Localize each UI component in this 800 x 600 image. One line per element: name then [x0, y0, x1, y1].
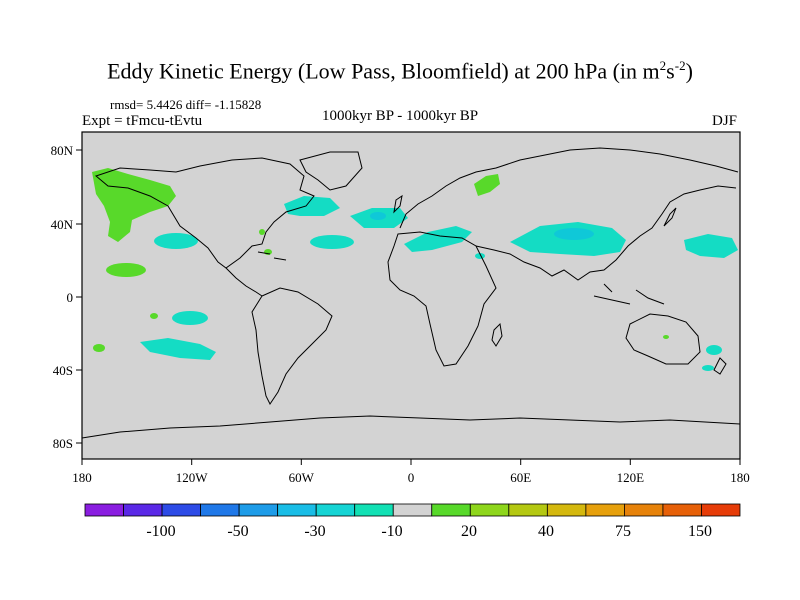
- antarctica-coast: [81, 415, 741, 439]
- title-sup2: -2: [674, 58, 686, 73]
- north-america-coast: [94, 157, 315, 269]
- colorbar-swatch: [431, 503, 471, 517]
- colorbar-swatch: [354, 503, 394, 517]
- colorbar-swatch: [392, 503, 433, 517]
- x-tick-label: 120E: [617, 470, 645, 485]
- x-tick-label: 0: [408, 470, 415, 485]
- pacific-cyan-1: [154, 233, 198, 249]
- north-pacific-green: [106, 263, 146, 277]
- scandinavia-green: [474, 174, 500, 196]
- north-atlantic-cyan-1: [284, 196, 340, 216]
- colorbar-swatch: [315, 503, 356, 517]
- colorbar-label: -100: [146, 523, 175, 540]
- mediterranean-cyan: [404, 226, 472, 252]
- south-pacific-green-2: [150, 313, 158, 319]
- x-tick-label: 120W: [176, 470, 209, 485]
- north-atlantic-cyan-2: [310, 235, 354, 249]
- madagascar-coast: [491, 322, 503, 347]
- x-tick-label: 180: [730, 470, 750, 485]
- rmsd-stats: rmsd= 5.4426 diff= -1.15828: [110, 97, 262, 112]
- british-isles-coast: [393, 194, 403, 214]
- title-sup1: 2: [659, 58, 667, 73]
- tasman-cyan: [702, 365, 714, 371]
- y-tick-label: 80S: [53, 436, 73, 451]
- colorbar-swatch: [546, 503, 587, 517]
- y-tick-label: 80N: [51, 143, 74, 158]
- colorbar-swatch: [161, 503, 201, 517]
- colorbar: [84, 503, 741, 517]
- north-pacific-cyan: [684, 234, 738, 258]
- y-tick-labels: 80N 40N 0 40S 80S: [51, 143, 74, 451]
- colorbar-swatch: [585, 503, 625, 517]
- negative-anomaly-cores: [370, 212, 594, 240]
- australia-coast: [625, 313, 701, 365]
- central-america-coast: [225, 267, 263, 297]
- x-tick-label: 60E: [510, 470, 531, 485]
- x-tick-label: 180: [72, 470, 92, 485]
- colorbar-label: 20: [461, 523, 477, 540]
- season-label: DJF: [712, 113, 738, 129]
- y-axis: [76, 149, 82, 444]
- map-panel: [81, 131, 741, 460]
- colorbar-swatch: [238, 503, 279, 517]
- atlantic-core: [370, 212, 386, 220]
- south-pacific-cyan-1: [172, 311, 208, 325]
- y-tick-label: 40N: [51, 217, 74, 232]
- map-background: [82, 132, 740, 459]
- colorbar-swatch: [624, 503, 664, 517]
- colorbar-swatch: [662, 503, 702, 517]
- x-tick-labels: 180 120W 60W 0 60E 120E 180: [72, 470, 750, 485]
- asia-core: [554, 228, 594, 240]
- japan-coast: [663, 207, 677, 227]
- colorbar-swatch: [469, 503, 510, 517]
- colorbar-label: 40: [538, 523, 554, 540]
- colorbar-swatch: [701, 503, 741, 517]
- period-label: 1000kyr BP - 1000kyr BP: [321, 108, 479, 124]
- greenland-coast: [299, 151, 363, 191]
- experiment-label: Expt = tFmcu-tEvtu: [82, 113, 203, 129]
- africa-coast: [387, 231, 497, 367]
- x-tick-label: 60W: [289, 470, 315, 485]
- y-tick-label: 40S: [53, 363, 73, 378]
- title-main: Eddy Kinetic Energy (Low Pass, Bloomfiel…: [107, 58, 660, 84]
- x-axis: [81, 459, 741, 465]
- arabia-cyan: [475, 253, 485, 259]
- southwest-pacific-cyan: [706, 345, 722, 355]
- y-tick-label: 0: [67, 290, 74, 305]
- title-mid: s: [666, 58, 675, 84]
- australia-green: [663, 335, 669, 339]
- south-pacific-cyan-2: [140, 338, 216, 360]
- colorbar-swatch: [277, 503, 317, 517]
- south-america-coast: [251, 287, 333, 405]
- colorbar-label: 75: [615, 523, 631, 540]
- colorbar-label: -50: [227, 523, 248, 540]
- colorbar-swatch: [200, 503, 240, 517]
- plot-title: Eddy Kinetic Energy (Low Pass, Bloomfiel…: [0, 58, 800, 84]
- south-pacific-green-1: [93, 344, 105, 352]
- title-end: ): [685, 58, 693, 84]
- asia-coast: [475, 147, 739, 281]
- colorbar-label: -30: [304, 523, 325, 540]
- colorbar-swatch: [84, 503, 124, 517]
- colorbar-swatch: [123, 503, 163, 517]
- colorbar-label: -10: [381, 523, 402, 540]
- europe-coast: [399, 155, 541, 229]
- negative-anomaly-regions: [140, 196, 738, 371]
- coastlines: [81, 147, 741, 439]
- new-zealand-coast: [713, 357, 727, 375]
- florida-green: [259, 229, 265, 235]
- caribbean-coast: [257, 251, 287, 261]
- colorbar-label: 150: [688, 523, 712, 540]
- colorbar-labels: -100 -50 -30 -10 20 40 75 150: [146, 523, 712, 540]
- colorbar-swatch: [508, 503, 548, 517]
- indonesia-coast: [593, 283, 665, 305]
